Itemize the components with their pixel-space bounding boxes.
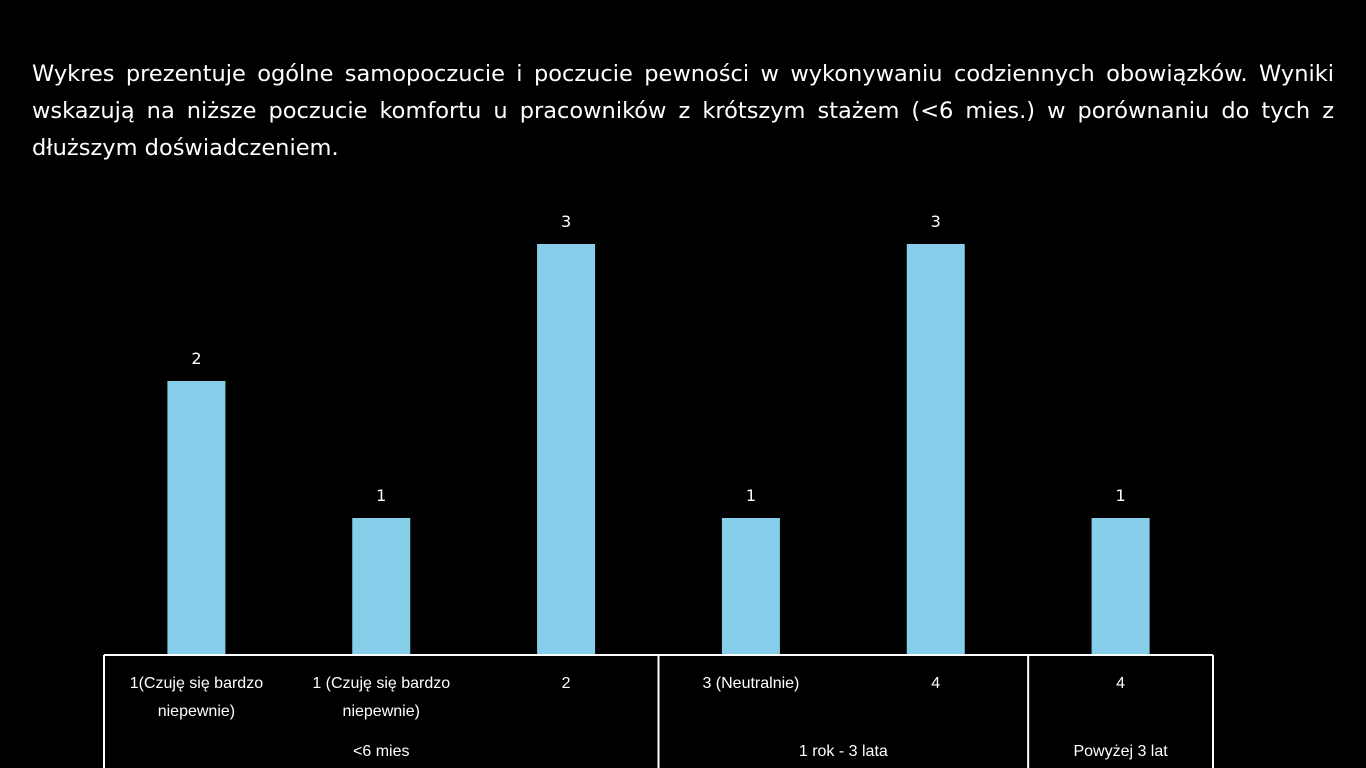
x-tick-label: 4: [1116, 675, 1125, 692]
data-label: 1: [1115, 486, 1125, 505]
bar: [352, 518, 411, 655]
x-tick-label: 1(Czuję się bardzo: [130, 675, 264, 692]
x-tick-label: 3 (Neutralnie): [702, 675, 799, 692]
x-tick-label: niepewnie): [158, 703, 235, 720]
data-label: 3: [561, 212, 571, 231]
x-tick-label: 1 (Czuję się bardzo: [312, 675, 450, 692]
bar: [1091, 518, 1150, 655]
group-label: <6 mies: [353, 743, 409, 760]
bar: [537, 244, 596, 655]
group-label: Powyżej 3 lat: [1073, 743, 1168, 760]
data-label: 3: [931, 212, 941, 231]
bar: [906, 244, 965, 655]
group-label: 1 rok - 3 lata: [799, 743, 888, 760]
x-tick-label: 2: [562, 675, 571, 692]
x-tick-label: 4: [931, 675, 940, 692]
x-tick-label: niepewnie): [343, 703, 420, 720]
data-label: 1: [376, 486, 386, 505]
data-label: 1: [746, 486, 756, 505]
data-label: 2: [191, 349, 201, 368]
chart-description: Wykres prezentuje ogólne samopoczucie i …: [32, 61, 1334, 161]
bar: [721, 518, 780, 655]
bar: [167, 381, 226, 655]
